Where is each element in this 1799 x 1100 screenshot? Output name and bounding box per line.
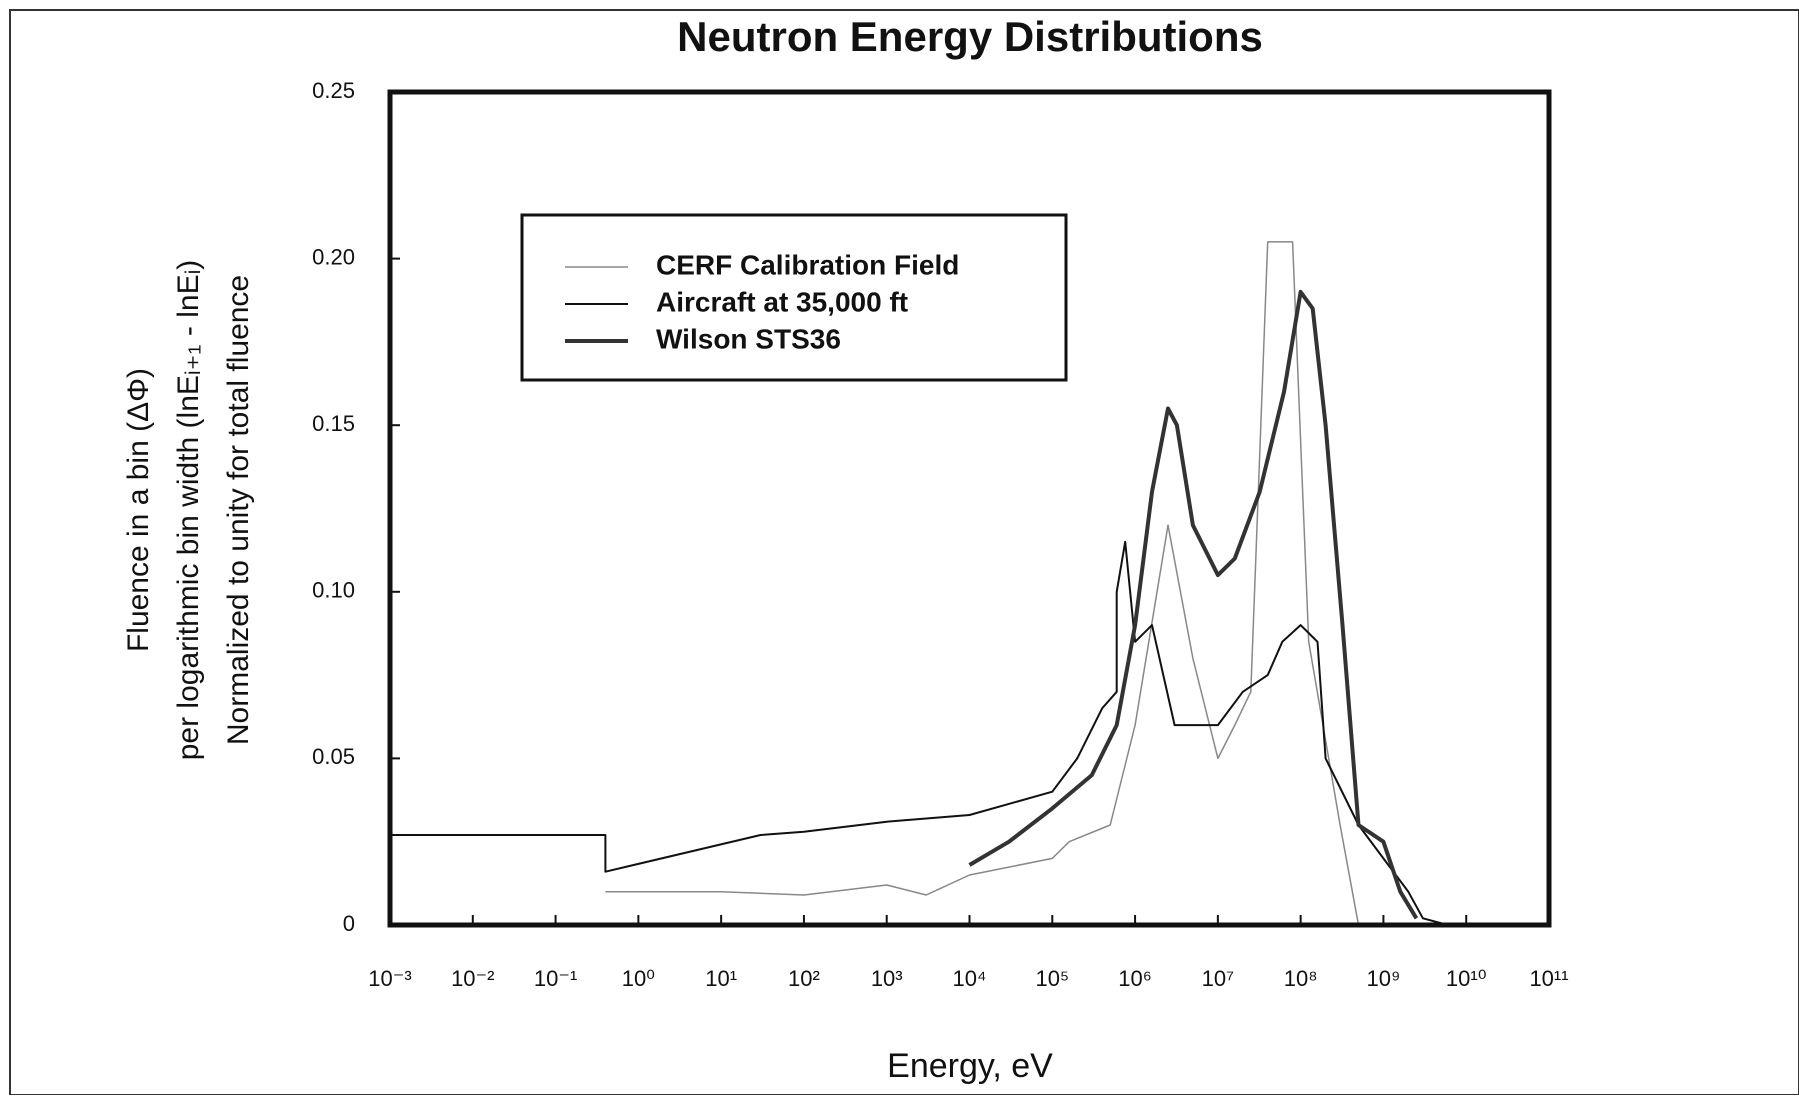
x-tick-label: 10⁰ [622, 966, 655, 991]
x-tick-label: 10³ [871, 966, 903, 991]
legend-label: CERF Calibration Field [656, 249, 959, 280]
y-tick-label: 0 [343, 911, 355, 936]
legend-label: Wilson STS36 [656, 323, 841, 354]
y-axis-title-line: Fluence in a bin (ΔΦ) [122, 368, 155, 652]
x-tick-label: 10² [788, 966, 820, 991]
x-tick-label: 10⁸ [1284, 966, 1318, 991]
legend-box [520, 213, 1068, 382]
series-line [390, 540, 1449, 926]
x-tick-label: 10¹⁰ [1446, 966, 1487, 991]
x-tick-label: 10⁻³ [368, 966, 411, 991]
y-axis-title-line: per logarithmic bin width (lnEᵢ₊₁ - lnEᵢ… [172, 260, 205, 761]
plot-frame [387, 89, 1552, 928]
y-axis-title-line: Normalized to unity for total fluence [222, 275, 255, 745]
x-tick-label: 10⁹ [1366, 966, 1400, 991]
x-tick-label: 10⁻² [451, 966, 494, 991]
y-tick-label: 0.10 [312, 578, 355, 603]
x-tick-label: 10⁶ [1118, 966, 1152, 991]
x-tick-label: 10¹ [705, 966, 737, 991]
frame [9, 9, 1799, 1096]
y-tick-label: 0.15 [312, 411, 355, 436]
legend-label: Aircraft at 35,000 ft [656, 286, 908, 317]
x-axis-title: Energy, eV [887, 1047, 1053, 1085]
series-line [968, 289, 1419, 920]
x-tick-label: 10⁻¹ [534, 966, 577, 991]
y-axis-title: Fluence in a bin (ΔΦ) per logarithmic bi… [122, 260, 255, 761]
x-tick-label: 10⁷ [1202, 966, 1234, 991]
chart-title: Neutron Energy Distributions [677, 13, 1263, 60]
x-tick-label: 10¹¹ [1529, 966, 1568, 991]
x-tick-label: 10⁴ [953, 966, 987, 991]
y-tick-label: 0.25 [312, 78, 355, 103]
y-tick-label: 0.20 [312, 244, 355, 269]
x-tick-label: 10⁵ [1035, 966, 1069, 991]
y-tick-label: 0.05 [312, 744, 355, 769]
